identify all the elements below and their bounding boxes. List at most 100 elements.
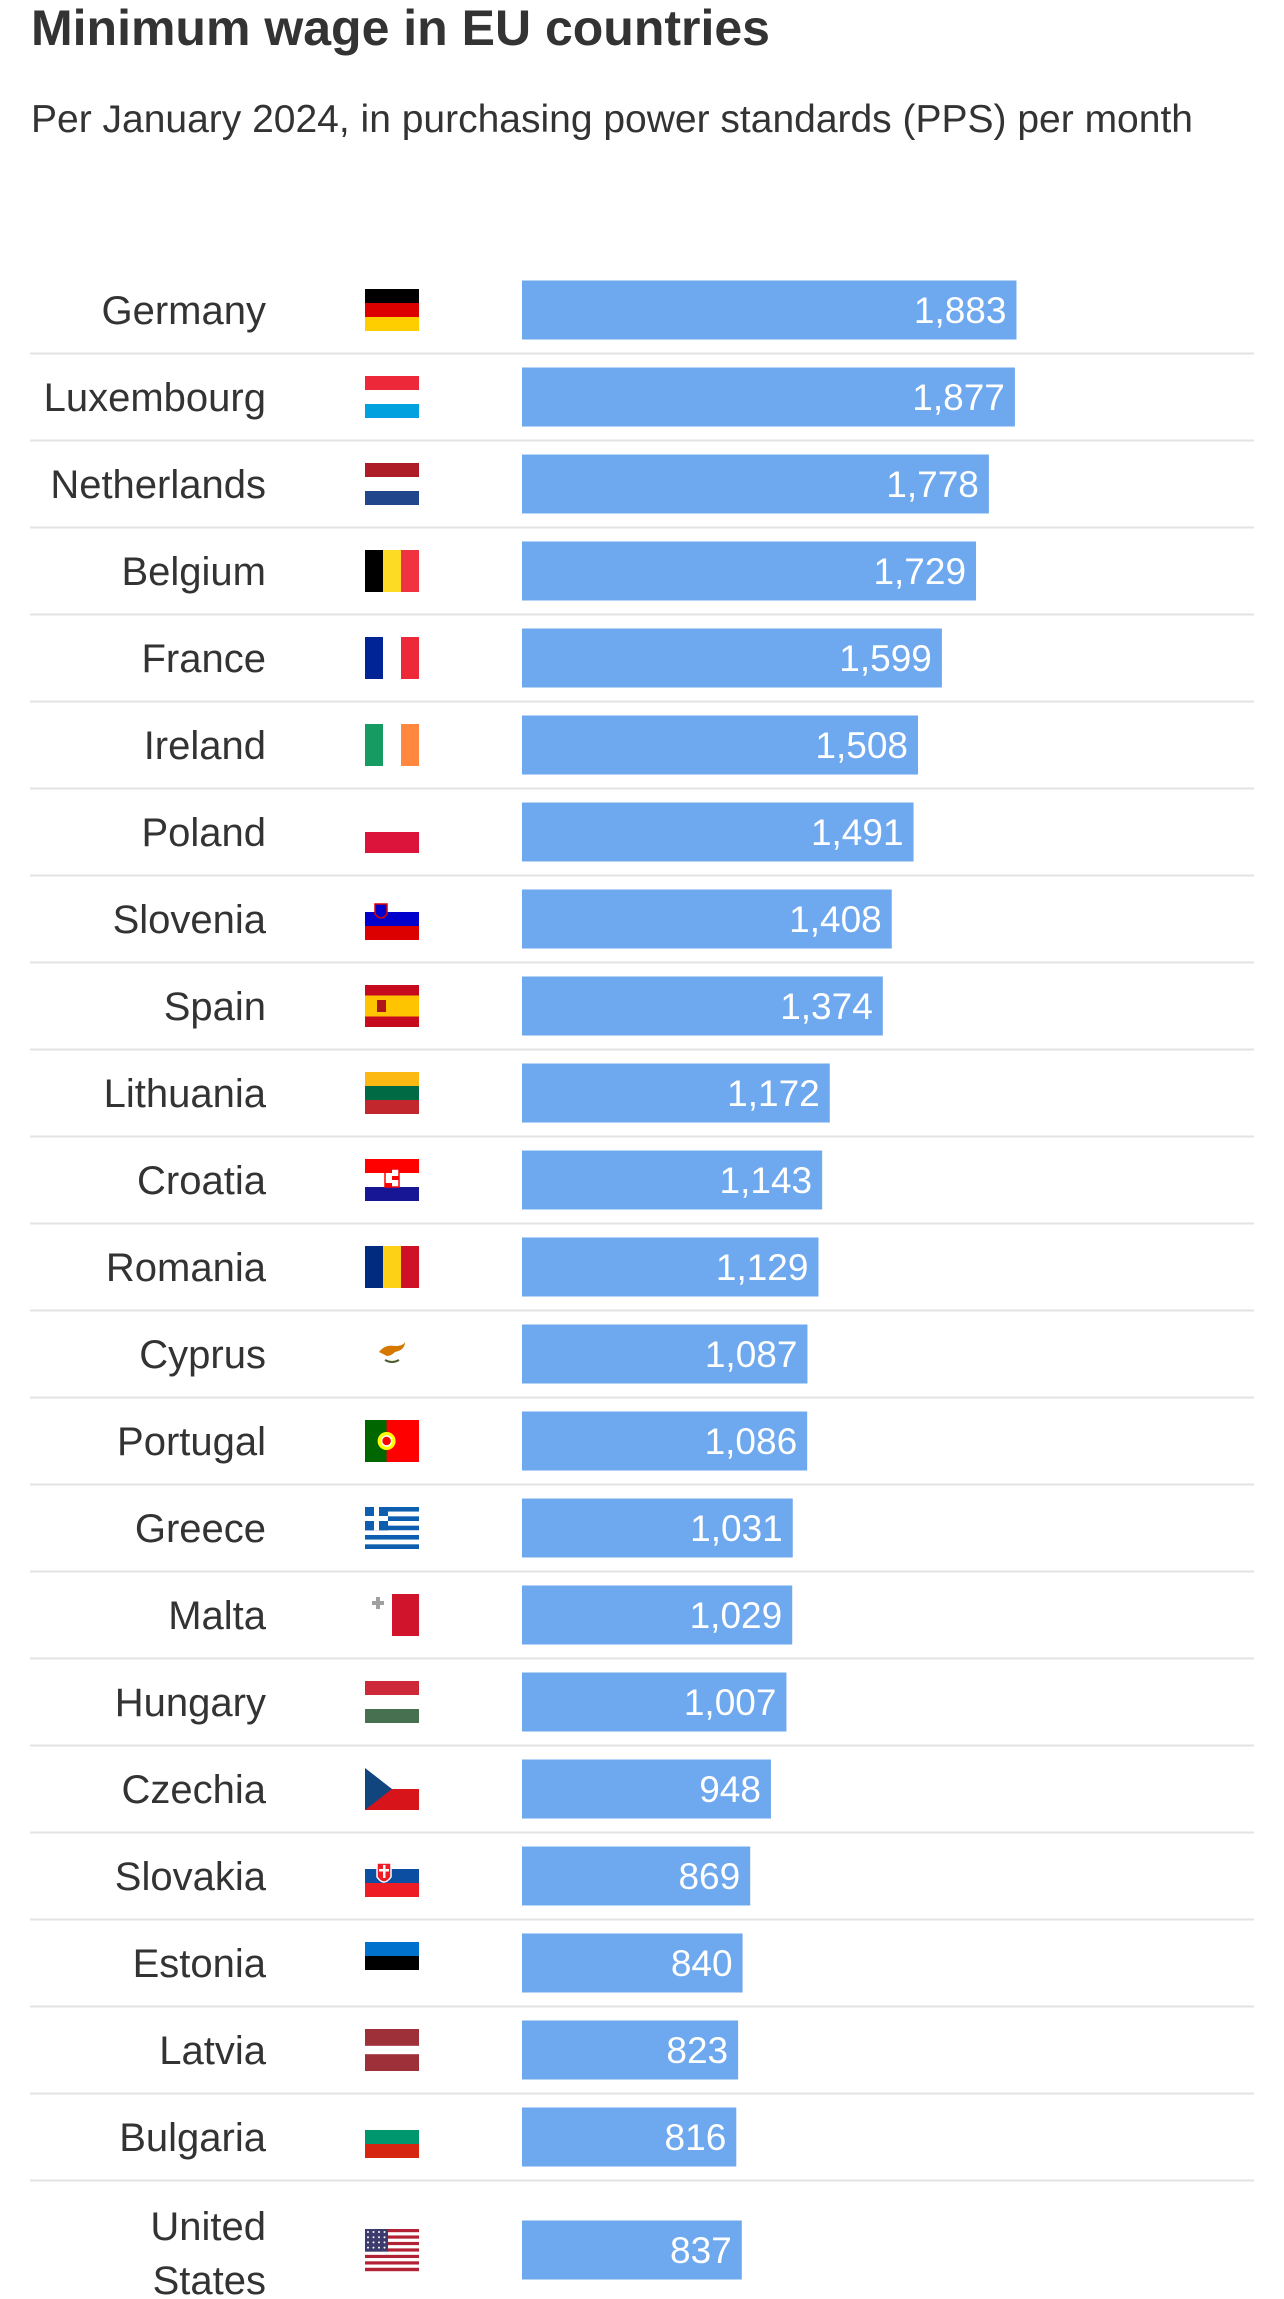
bar-value-label: 1,031 <box>690 1508 783 1549</box>
bar-value-label: 1,374 <box>780 986 873 1027</box>
bar <box>522 541 977 601</box>
bar <box>522 1411 808 1471</box>
bar-value-label: 1,172 <box>727 1073 820 1114</box>
bar <box>522 802 914 862</box>
chart-row: Luxembourg 1,877 <box>30 367 1254 442</box>
category-label: Greece <box>135 1507 266 1551</box>
bar <box>522 367 1015 427</box>
flag-croatia-icon <box>365 1159 419 1201</box>
flag-slovakia-icon <box>365 1855 419 1897</box>
chart-row: Latvia 823 <box>30 2020 1254 2095</box>
flag-poland-icon <box>365 811 419 853</box>
category-label: Slovenia <box>113 898 267 942</box>
category-label: Portugal <box>117 1420 266 1464</box>
flag-bulgaria-icon <box>365 2116 419 2158</box>
category-label: Hungary <box>115 1681 266 1725</box>
category-label: Estonia <box>133 1942 267 1986</box>
bar-value-label: 1,087 <box>705 1334 798 1375</box>
category-label: Germany <box>102 289 267 333</box>
category-label: Ireland <box>144 724 266 768</box>
flag-hungary-icon <box>365 1681 419 1723</box>
chart-row: Poland 1,491 <box>30 802 1254 877</box>
flag-lithuania-icon <box>365 1072 419 1114</box>
chart-row: Malta 1,029 <box>30 1585 1254 1660</box>
bar <box>522 1237 819 1297</box>
bar <box>522 2107 737 2167</box>
chart-row: Czechia 948 <box>30 1759 1254 1834</box>
bar <box>522 280 1017 340</box>
bar-value-label: 1,029 <box>690 1595 783 1636</box>
bar-value-label: 816 <box>665 2117 727 2158</box>
category-label: Netherlands <box>50 463 266 507</box>
flag-cyprus-icon <box>365 1333 419 1375</box>
bar-value-label: 869 <box>678 1856 740 1897</box>
chart-row: Estonia 840 <box>30 1933 1254 2008</box>
chart-row: Spain 1,374 <box>30 976 1254 1051</box>
chart-row: Greece 1,031 <box>30 1498 1254 1573</box>
bar-value-label: 1,491 <box>811 812 904 853</box>
chart-row: Slovakia 869 <box>30 1846 1254 1921</box>
bar-value-label: 1,086 <box>705 1421 798 1462</box>
bar-value-label: 1,408 <box>789 899 882 940</box>
category-label: Latvia <box>159 2029 266 2073</box>
flag-united-states-icon <box>365 2229 419 2272</box>
bar <box>522 889 892 949</box>
chart-row: Portugal 1,086 <box>30 1411 1254 1486</box>
bar <box>522 1324 808 1384</box>
chart-subtitle: Per January 2024, in purchasing power st… <box>31 98 1193 141</box>
category-label: Cyprus <box>139 1333 266 1377</box>
chart-row: Hungary 1,007 <box>30 1672 1254 1747</box>
bar-value-label: 1,883 <box>914 290 1007 331</box>
chart-row: Bulgaria 816 <box>30 2107 1254 2182</box>
chart-row: United States 837 <box>150 2205 742 2299</box>
bar-value-label: 948 <box>699 1769 761 1810</box>
bar <box>522 1759 771 1819</box>
flag-luxembourg-icon <box>365 376 419 418</box>
bar <box>522 976 883 1036</box>
flag-greece-icon <box>365 1507 419 1549</box>
bar <box>522 1672 787 1732</box>
flag-romania-icon <box>365 1246 419 1288</box>
flag-czechia-icon <box>365 1768 419 1810</box>
chart-row: Croatia 1,143 <box>30 1150 1254 1225</box>
bar <box>522 2020 739 2080</box>
chart-row: Lithuania 1,172 <box>30 1063 1254 1138</box>
category-label: Croatia <box>137 1159 267 1203</box>
bar-value-label: 823 <box>666 2030 728 2071</box>
bar-value-label: 1,143 <box>720 1160 813 1201</box>
bar <box>522 1498 793 1558</box>
category-label: Romania <box>106 1246 267 1290</box>
chart-row: France 1,599 <box>30 628 1254 703</box>
bar-value-label: 837 <box>670 2230 732 2271</box>
flag-france-icon <box>365 637 419 679</box>
flag-ireland-icon <box>365 724 419 766</box>
bar <box>522 454 989 514</box>
flag-belgium-icon <box>365 550 419 592</box>
category-label: Malta <box>168 1594 267 1638</box>
chart-row: Cyprus 1,087 <box>30 1324 1254 1399</box>
chart-row: Ireland 1,508 <box>30 715 1254 790</box>
chart-row: Germany 1,883 <box>30 280 1254 355</box>
category-label: Slovakia <box>115 1855 267 1899</box>
bar <box>522 1846 751 1906</box>
chart-title: Minimum wage in EU countries <box>31 0 770 56</box>
bar-value-label: 1,778 <box>886 464 979 505</box>
category-label: Luxembourg <box>44 376 266 420</box>
category-label: United States <box>150 2205 266 2299</box>
category-label: France <box>142 637 267 681</box>
flag-portugal-icon <box>365 1420 419 1462</box>
category-label: Czechia <box>121 1768 266 1812</box>
flag-latvia-icon <box>365 2029 419 2071</box>
chart-row: Netherlands 1,778 <box>30 454 1254 529</box>
bar-value-label: 1,877 <box>912 377 1005 418</box>
bar <box>522 1933 743 1993</box>
flag-malta-icon <box>365 1594 419 1636</box>
flag-spain-icon <box>365 985 419 1027</box>
chart-row: Belgium 1,729 <box>30 541 1254 616</box>
category-label: Bulgaria <box>119 2116 267 2160</box>
bar-value-label: 1,007 <box>684 1682 777 1723</box>
bar-value-label: 1,729 <box>873 551 966 592</box>
flag-germany-icon <box>365 289 419 331</box>
flag-netherlands-icon <box>365 463 419 505</box>
flag-estonia-icon <box>365 1942 419 1984</box>
